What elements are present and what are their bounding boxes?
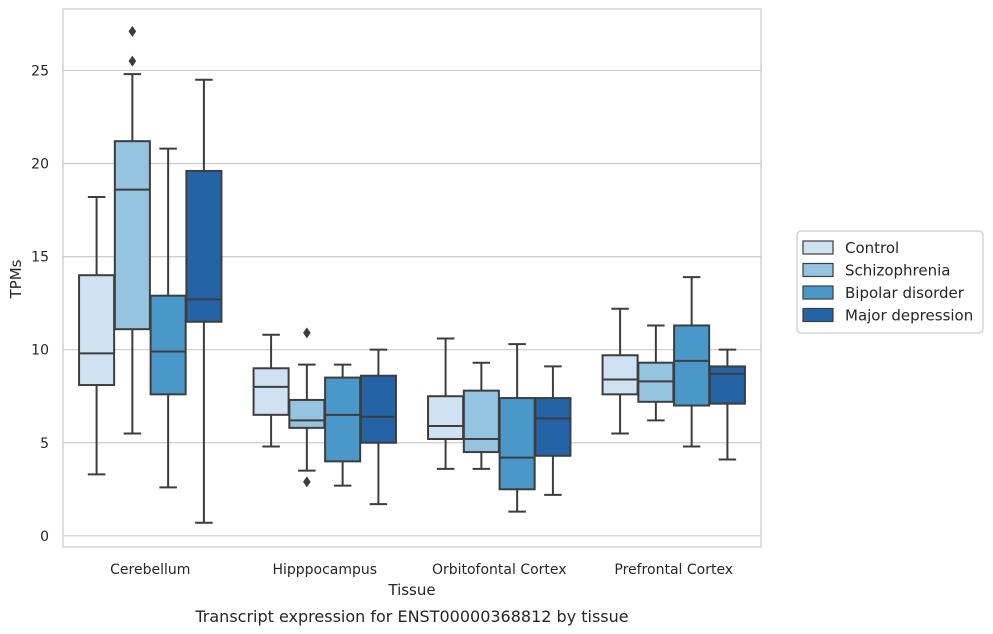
- x-tick-label: Prefrontal Cortex: [614, 562, 733, 578]
- x-tick-label: Hipppocampus: [272, 562, 377, 578]
- box-0-3: [185, 78, 223, 524]
- chart-caption: Transcript expression for ENST0000036881…: [194, 607, 628, 626]
- x-tick-label: Cerebellum: [110, 562, 190, 578]
- box-1-2: [324, 363, 362, 487]
- box-iqr: [427, 395, 465, 441]
- box-2-3: [534, 365, 572, 496]
- plot-area: [63, 9, 761, 547]
- y-tick-label: 0: [40, 529, 49, 545]
- box-iqr: [288, 398, 326, 429]
- box-iqr: [708, 365, 746, 405]
- legend-swatch: [802, 240, 834, 255]
- box-iqr: [673, 324, 711, 407]
- box-3-0: [601, 307, 639, 435]
- box-iqr: [252, 367, 290, 416]
- y-tick-label: 15: [31, 250, 49, 266]
- legend-swatch: [802, 307, 834, 323]
- box-iqr: [113, 140, 151, 331]
- box-3-2: [673, 276, 711, 448]
- legend-swatch: [802, 285, 834, 300]
- y-tick-label: 20: [31, 157, 49, 173]
- outlier-point: [128, 25, 137, 37]
- legend: Control Schizophrenia Bipolar disorder Majo…: [796, 230, 984, 334]
- box-3-3: [708, 348, 746, 461]
- box-groups: [78, 25, 746, 524]
- box-iqr: [462, 389, 500, 454]
- outlier-point: [303, 476, 311, 488]
- legend-label: Control: [845, 239, 899, 257]
- box-iqr: [149, 294, 187, 396]
- legend-label: Major depression: [845, 307, 973, 325]
- legend-frame: [796, 230, 984, 334]
- plot-frame: [62, 8, 762, 548]
- outlier-point: [303, 327, 311, 339]
- y-tick-label: 10: [31, 343, 49, 359]
- legend-swatch: [802, 262, 834, 278]
- box-2-0: [427, 337, 465, 470]
- x-tick-labels: Cerebellum Hipppocampus Orbitofontal Corte…: [110, 562, 733, 578]
- box-iqr: [185, 169, 223, 323]
- box-1-0: [252, 333, 290, 448]
- box-iqr: [359, 374, 397, 444]
- legend-label: Bipolar disorder: [845, 284, 965, 302]
- box-iqr: [601, 354, 639, 396]
- box-0-2: [149, 147, 187, 489]
- box-0-1: [113, 25, 151, 435]
- y-tick-labels: 0 5 10 15 20 25: [31, 63, 49, 544]
- legend-label: Schizophrenia: [845, 262, 950, 280]
- box-iqr: [324, 376, 362, 463]
- x-tick-label: Orbitofontal Cortex: [432, 562, 567, 578]
- box-1-3: [359, 348, 397, 506]
- outlier-point: [128, 55, 137, 67]
- y-tick-label: 25: [31, 63, 49, 79]
- y-tick-label: 5: [40, 436, 49, 452]
- box-1-1: [288, 327, 326, 488]
- box-iqr: [534, 397, 572, 457]
- x-axis-label: Tissue: [387, 581, 435, 599]
- y-axis-label: TPMs: [7, 259, 25, 299]
- box-iqr: [78, 274, 116, 387]
- box-iqr: [498, 397, 536, 491]
